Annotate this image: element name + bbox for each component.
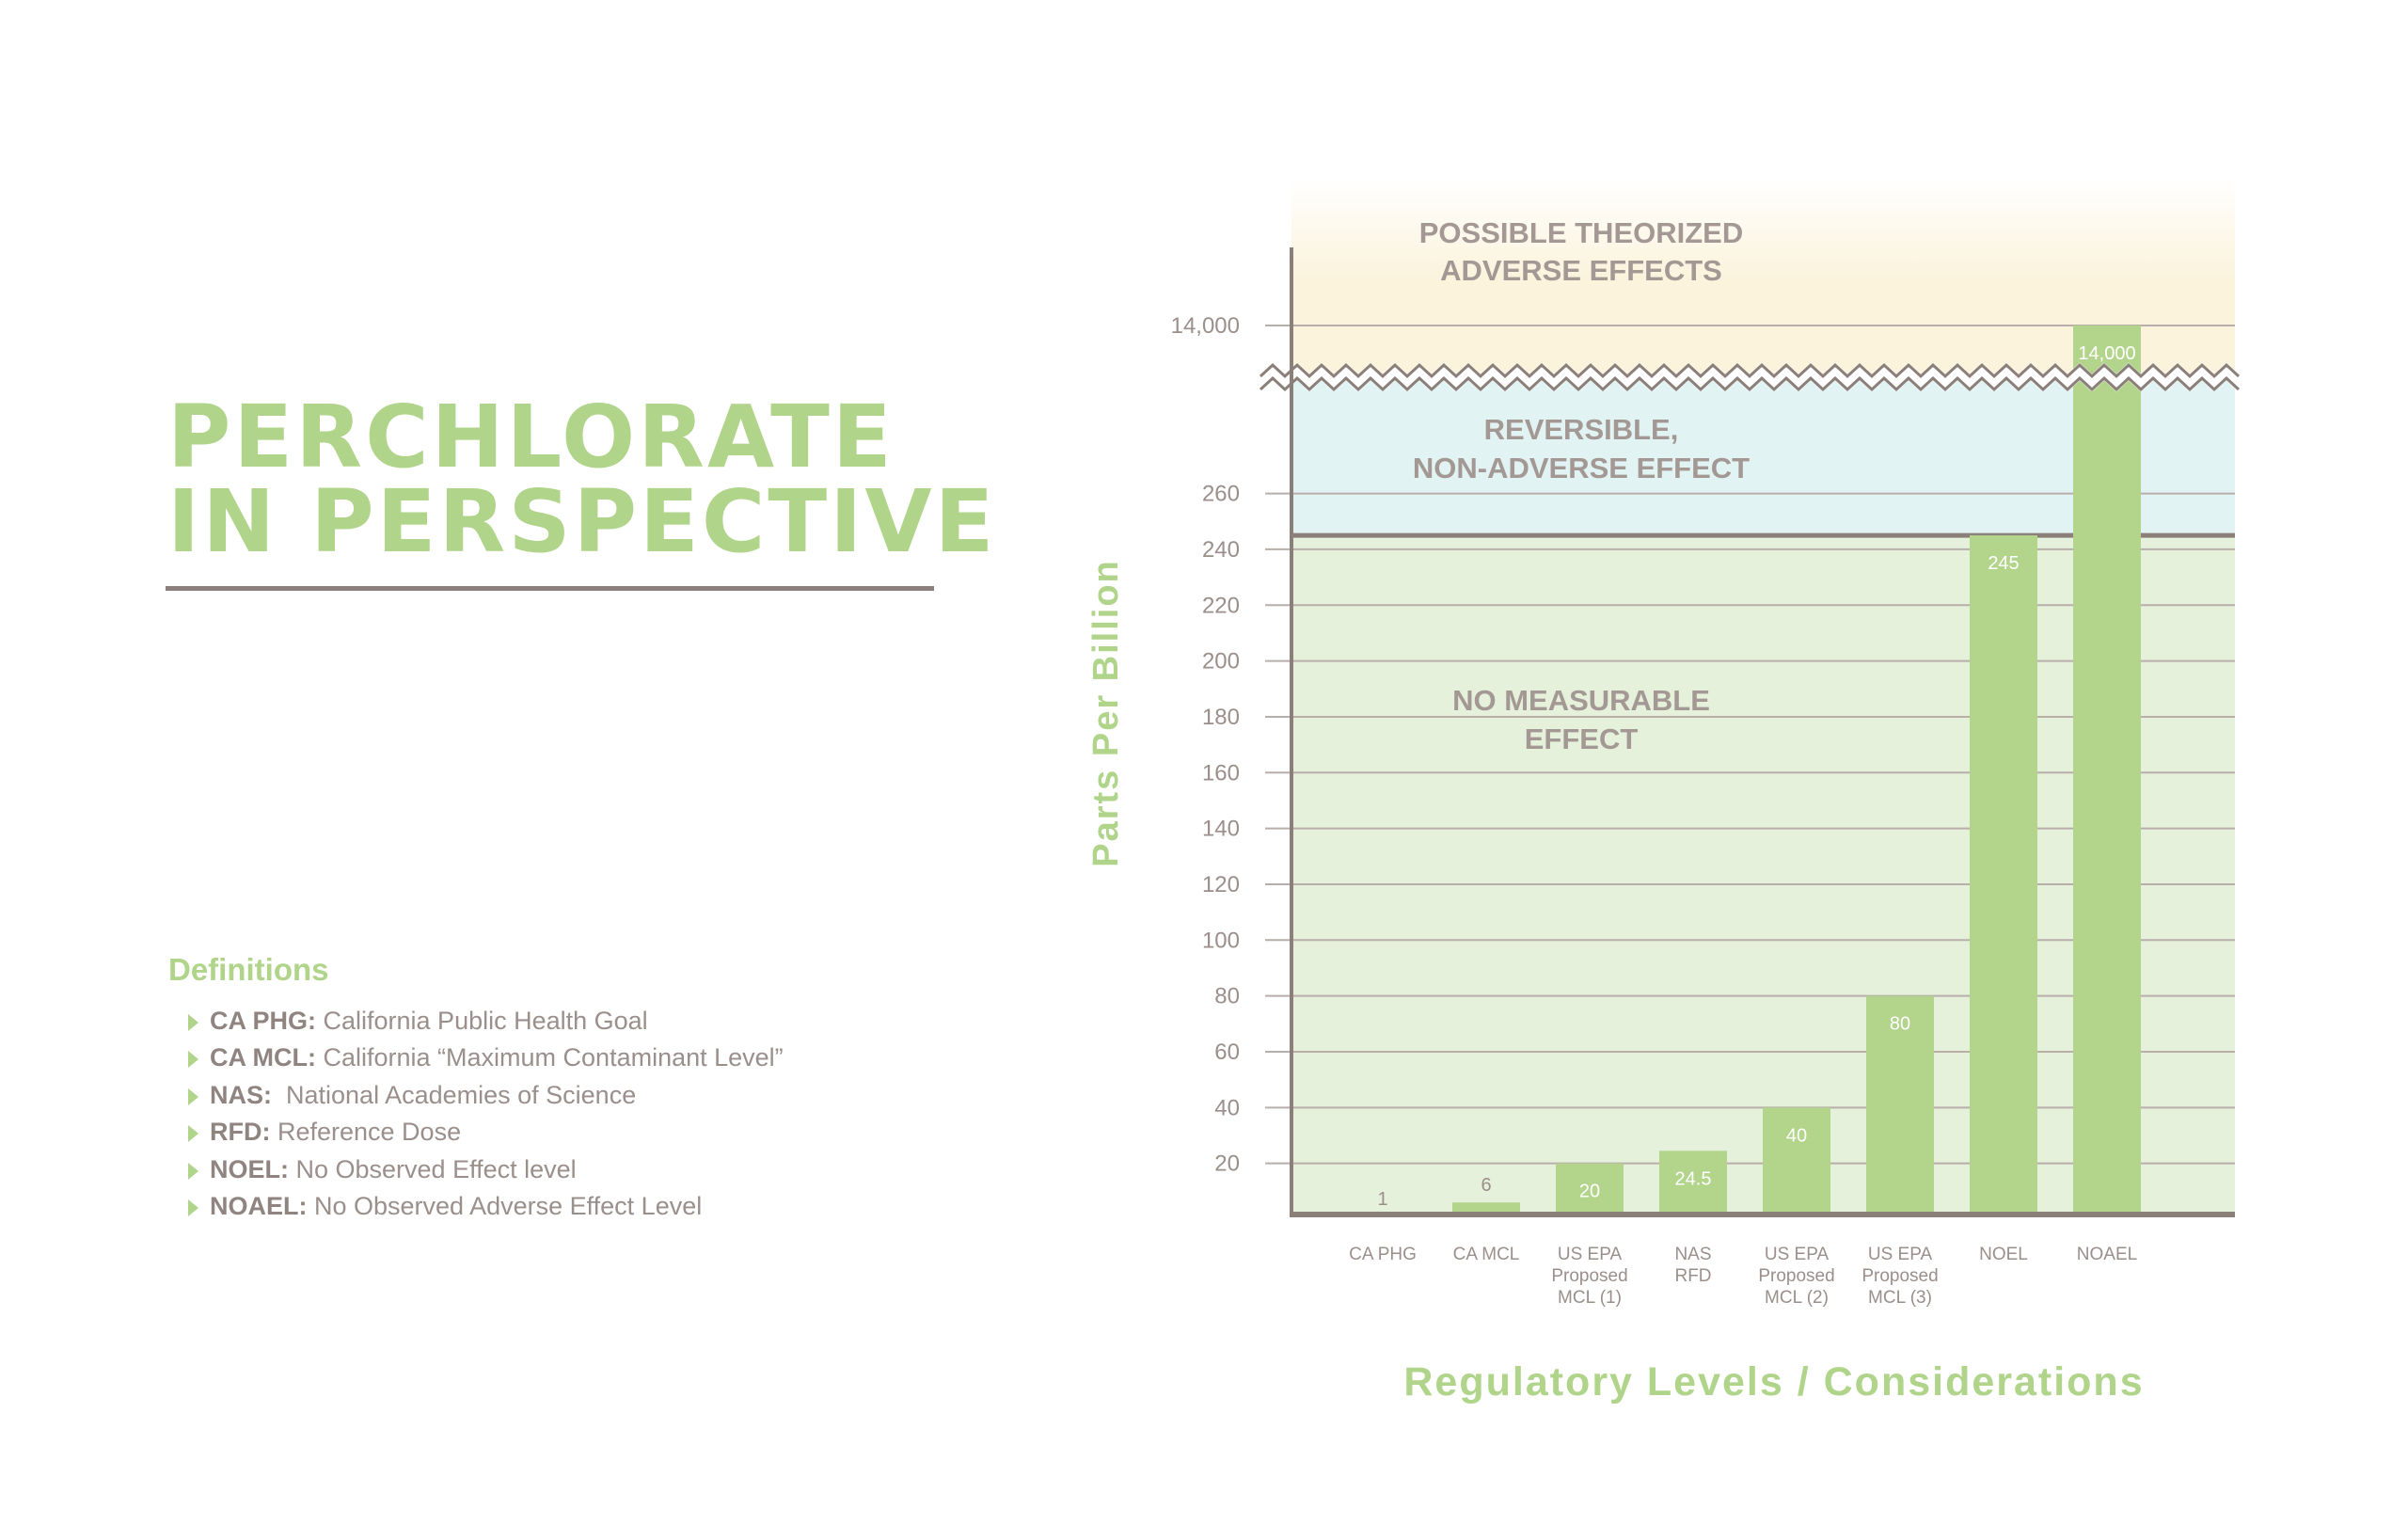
definition-text: California “Maximum Contaminant Level” <box>315 1043 784 1072</box>
y-tick-label: 260 <box>1202 482 1240 507</box>
bullet-arrow-icon <box>188 1051 198 1069</box>
axis-break-band <box>1256 362 2243 392</box>
x-category-label: Proposed <box>1551 1266 1627 1286</box>
bar <box>1556 1163 1624 1214</box>
bar-value-label: 6 <box>1481 1175 1491 1196</box>
bar <box>1659 1151 1727 1214</box>
y-tick-label: 20 <box>1214 1151 1240 1177</box>
bar-value-label: 14,000 <box>2078 343 2135 364</box>
bullet-arrow-icon <box>188 1162 198 1180</box>
definition-item: NAS: National Academies of Science <box>188 1077 784 1114</box>
definition-term: RFD: <box>210 1118 271 1147</box>
y-tick-label: 140 <box>1202 817 1240 842</box>
y-tick-label: 40 <box>1214 1095 1240 1120</box>
y-tick-label: 100 <box>1202 928 1240 953</box>
y-tick-label: 180 <box>1202 705 1240 730</box>
x-category-label: CA PHG <box>1349 1245 1417 1264</box>
definition-item: CA MCL: California “Maximum Contaminant … <box>188 1040 784 1076</box>
y-tick-label: 160 <box>1202 760 1240 786</box>
definition-text: California Public Health Goal <box>316 1007 648 1035</box>
y-tick-label: 240 <box>1202 537 1240 563</box>
y-tick-label: 14,000 <box>1171 313 1240 339</box>
definitions-list: CA PHG: California Public Health Goal CA … <box>188 1003 784 1225</box>
bar-value-label: 80 <box>1890 1014 1910 1035</box>
x-category-label: US EPA <box>1765 1245 1830 1264</box>
y-tick-label: 60 <box>1214 1040 1240 1065</box>
y-tick-label: 200 <box>1202 649 1240 675</box>
y-tick-label: 120 <box>1202 872 1240 897</box>
zone-label: ADVERSE EFFECTS <box>1440 254 1722 287</box>
title-line-2: IN PERSPECTIVE <box>167 471 997 572</box>
zone-label: NON-ADVERSE EFFECT <box>1413 452 1750 484</box>
bar-value-label: 1 <box>1377 1189 1387 1210</box>
x-category-label: US EPA <box>1558 1245 1623 1264</box>
bar <box>1763 1107 1830 1214</box>
definition-term: CA PHG: <box>210 1007 316 1035</box>
definition-text: No Observed Adverse Effect Level <box>307 1192 703 1221</box>
bullet-arrow-icon <box>188 1014 198 1031</box>
definition-item: RFD: Reference Dose <box>188 1114 784 1151</box>
x-category-label: Proposed <box>1861 1266 1938 1286</box>
definition-text: Reference Dose <box>270 1118 462 1147</box>
bar <box>1866 995 1934 1214</box>
x-category-label: CA MCL <box>1453 1245 1520 1264</box>
zone-label: REVERSIBLE, <box>1484 413 1679 446</box>
y-tick-label: 80 <box>1214 984 1240 1009</box>
definition-item: CA PHG: California Public Health Goal <box>188 1003 784 1040</box>
title-underline <box>166 586 934 591</box>
definition-text: National Academies of Science <box>272 1080 637 1109</box>
bar-value-label: 20 <box>1579 1182 1600 1202</box>
page-title: PERCHLORATE IN PERSPECTIVE <box>167 387 997 572</box>
definition-item: NOAEL: No Observed Adverse Effect Level <box>188 1188 784 1225</box>
definitions-heading: Definitions <box>168 952 329 987</box>
bullet-arrow-icon <box>188 1088 198 1105</box>
x-category-label: MCL (1) <box>1558 1288 1622 1308</box>
zone-label: NO MEASURABLE <box>1452 684 1710 717</box>
axis-break-zigzag-icon <box>1259 375 2241 392</box>
y-tick-label: 220 <box>1202 593 1240 618</box>
x-category-label: RFD <box>1674 1266 1711 1286</box>
bar <box>1970 535 2037 1214</box>
zone-label: POSSIBLE THEORIZED <box>1419 216 1743 249</box>
bar-value-label: 245 <box>1988 553 2019 574</box>
title-line-1: PERCHLORATE <box>167 387 895 487</box>
x-category-label: NOAEL <box>2077 1245 2137 1264</box>
definition-term: NAS: <box>210 1080 272 1109</box>
axis-break-zigzag-icon <box>1259 362 2241 379</box>
x-axis-title: Regulatory Levels / Considerations <box>1403 1359 2144 1405</box>
bullet-arrow-icon <box>188 1125 198 1143</box>
definition-term: NOAEL: <box>210 1192 308 1221</box>
bar <box>2073 325 2141 1214</box>
x-category-label: MCL (3) <box>1868 1288 1932 1308</box>
x-category-label: MCL (2) <box>1765 1288 1829 1308</box>
x-category-label: US EPA <box>1868 1245 1933 1264</box>
y-axis-title: Parts Per Billion <box>1086 559 1126 867</box>
bullet-arrow-icon <box>188 1199 198 1217</box>
zone-label: EFFECT <box>1525 722 1639 755</box>
bar-value-label: 40 <box>1786 1125 1807 1146</box>
x-category-label: NAS <box>1674 1245 1711 1264</box>
bar-value-label: 24.5 <box>1675 1168 1712 1189</box>
x-category-label: Proposed <box>1758 1266 1834 1286</box>
bar <box>1452 1202 1520 1214</box>
x-category-label: NOEL <box>1979 1245 2028 1264</box>
definition-term: NOEL: <box>210 1154 289 1183</box>
definition-term: CA MCL: <box>210 1043 316 1072</box>
definition-item: NOEL: No Observed Effect level <box>188 1151 784 1188</box>
definition-text: No Observed Effect level <box>289 1154 577 1183</box>
